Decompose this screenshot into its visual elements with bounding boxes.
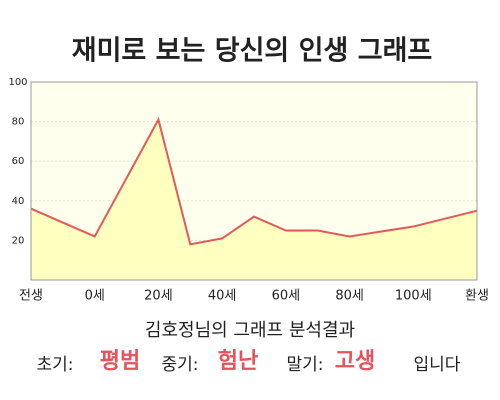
phase-value: 험난 bbox=[218, 348, 258, 374]
phase-value: 평범 bbox=[100, 349, 140, 374]
phase-label: 말기: bbox=[286, 355, 323, 375]
y-tick-label: 40 bbox=[12, 196, 25, 207]
x-tick-label: 20세 bbox=[144, 289, 173, 304]
x-tick-label: 환생 bbox=[465, 289, 489, 304]
x-tick-label: 80세 bbox=[335, 289, 364, 304]
area bbox=[31, 119, 477, 281]
chart-title: 재미로 보는 당신의 인생 그래프 bbox=[72, 36, 433, 67]
x-tick-label: 전생 bbox=[19, 289, 43, 304]
result-suffix: 입니다 bbox=[414, 355, 461, 375]
x-tick-label: 40세 bbox=[208, 289, 237, 304]
y-tick-label: 60 bbox=[12, 156, 25, 167]
x-tick-label: 0세 bbox=[85, 289, 105, 304]
phase-value: 고생 bbox=[335, 349, 375, 374]
plot-border bbox=[30, 81, 478, 281]
phase-label: 중기: bbox=[161, 355, 198, 375]
y-tick-label: 80 bbox=[12, 117, 25, 128]
x-tick-label: 100세 bbox=[395, 289, 432, 304]
phase-label: 초기: bbox=[36, 355, 73, 375]
line bbox=[30, 116, 478, 246]
result-heading: 김호정님의 그래프 분석결과 bbox=[145, 320, 355, 341]
y-tick-label: 20 bbox=[12, 235, 25, 246]
y-tick-label: 100 bbox=[8, 77, 27, 88]
x-tick-label: 60세 bbox=[272, 289, 301, 304]
